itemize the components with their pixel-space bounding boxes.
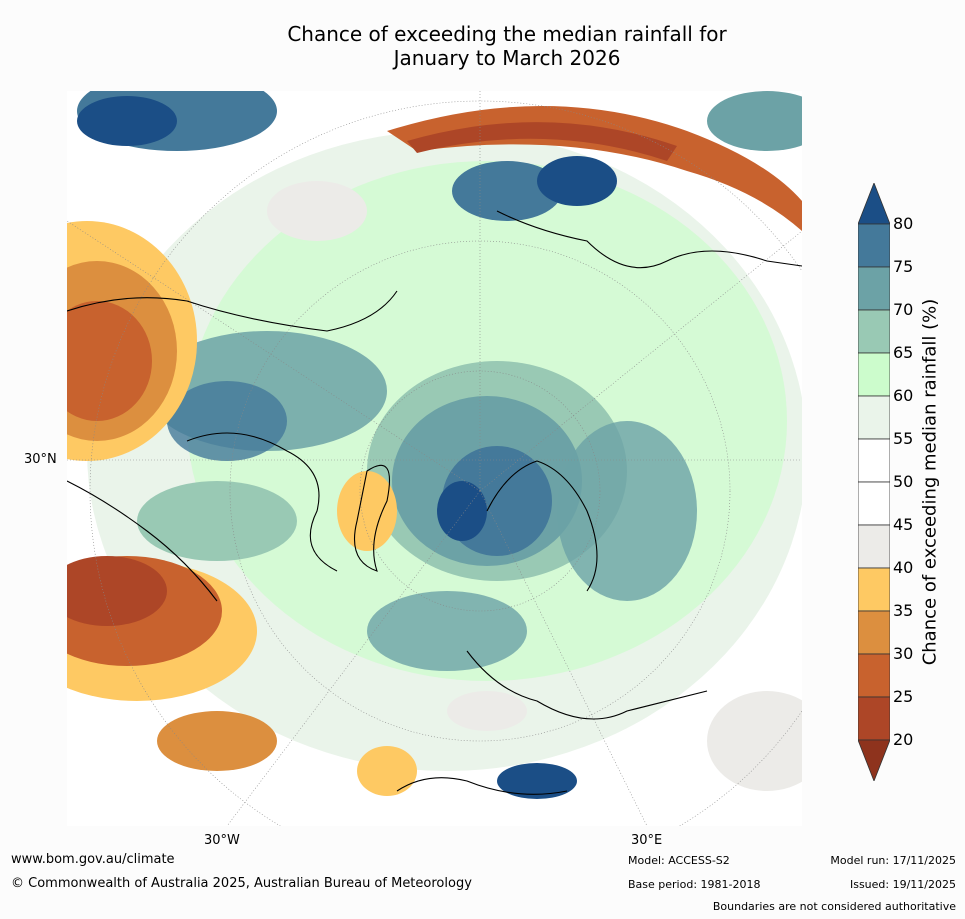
- colorbar-tick-45: 45: [893, 515, 914, 534]
- colorbar-tick-70: 70: [893, 300, 914, 319]
- base-period-text: Base period: 1981-2018: [628, 878, 761, 891]
- longitude-label-30w: 30°W: [204, 833, 240, 848]
- colorbar-tick-50: 50: [893, 472, 914, 491]
- colorbar-segment-50-55: [858, 438, 890, 483]
- colorbar-segment-40-45: [858, 524, 890, 569]
- colorbar-segment-25-30: [858, 653, 890, 698]
- map-canvas: [67, 91, 802, 826]
- disclaimer-text: Boundaries are not considered authoritat…: [712, 900, 956, 913]
- colorbar-segment-45-50: [858, 481, 890, 526]
- colorbar-segment-60-65: [858, 352, 890, 397]
- colorbar-tick-65: 65: [893, 343, 914, 362]
- website-text: www.bom.gov.au/climate: [11, 852, 175, 867]
- title-line-1: Chance of exceeding the median rainfall …: [287, 22, 727, 46]
- colorbar-tick-55: 55: [893, 429, 914, 448]
- longitude-label-30e: 30°E: [631, 833, 663, 848]
- colorbar-tick-40: 40: [893, 558, 914, 577]
- colorbar-tick-80: 80: [893, 214, 914, 233]
- copyright-text: © Commonwealth of Australia 2025, Austra…: [11, 876, 472, 891]
- colorbar-segment-65-70: [858, 309, 890, 354]
- colorbar-segment-55-60: [858, 395, 890, 440]
- latitude-label-30n: 30°N: [24, 452, 57, 467]
- colorbar-tick-20: 20: [893, 730, 914, 749]
- coastlines: [67, 210, 802, 795]
- model-text: Model: ACCESS-S2: [628, 854, 730, 867]
- issued-text: Issued: 19/11/2025: [849, 878, 956, 891]
- colorbar-segment-35-40: [858, 567, 890, 612]
- model-run-text: Model run: 17/11/2025: [830, 854, 956, 867]
- colorbar-segment-20-25: [858, 696, 890, 741]
- colorbar-tick-60: 60: [893, 386, 914, 405]
- colorbar-tick-30: 30: [893, 644, 914, 663]
- probability-field: [67, 91, 802, 799]
- colorbar-segment-30-35: [858, 610, 890, 655]
- graticule: [67, 91, 802, 826]
- colorbar-tick-35: 35: [893, 601, 914, 620]
- colorbar-tick-25: 25: [893, 687, 914, 706]
- map-title: Chance of exceeding the median rainfall …: [0, 22, 965, 70]
- rainfall-probability-map[interactable]: [67, 91, 802, 826]
- colorbar-segment-70-75: [858, 266, 890, 311]
- colorbar-label: Chance of exceeding median rainfall (%): [919, 298, 941, 666]
- colorbar-tick-75: 75: [893, 257, 914, 276]
- colorbar-segment-75-80: [858, 223, 890, 268]
- colorbar: [858, 183, 890, 781]
- colorbar-segment-above-80: [858, 183, 890, 225]
- title-line-2: January to March 2026: [393, 46, 621, 70]
- colorbar-segment-below-20: [858, 739, 890, 781]
